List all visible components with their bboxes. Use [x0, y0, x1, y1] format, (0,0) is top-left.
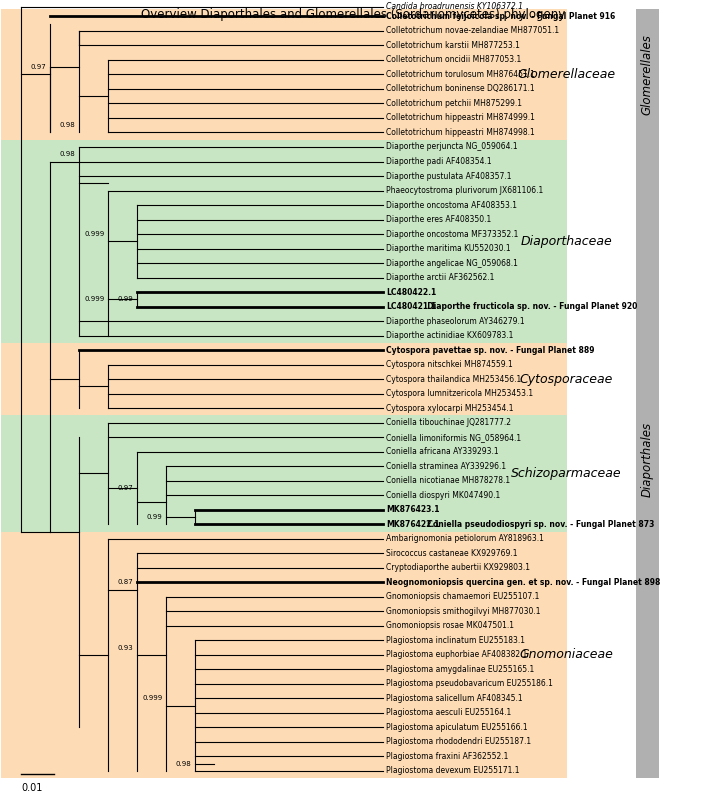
FancyBboxPatch shape [636, 10, 659, 140]
Text: Gnomoniopsis chamaemori EU255107.1: Gnomoniopsis chamaemori EU255107.1 [386, 592, 539, 601]
Text: Candida broadrunensis KY106372.1: Candida broadrunensis KY106372.1 [386, 2, 523, 11]
Text: Plagiostoma apiculatum EU255166.1: Plagiostoma apiculatum EU255166.1 [386, 723, 527, 732]
Text: MK876423.1: MK876423.1 [386, 505, 439, 514]
Text: Colletotrichum feijoicola sp. nov. - Fungal Planet 916: Colletotrichum feijoicola sp. nov. - Fun… [386, 12, 615, 21]
Text: Colletotrichum hippeastri MH874998.1: Colletotrichum hippeastri MH874998.1 [386, 128, 534, 137]
Text: Diaporthe oncostoma AF408353.1: Diaporthe oncostoma AF408353.1 [386, 201, 517, 209]
Text: Diaporthales: Diaporthales [641, 421, 653, 496]
Text: Plagiostoma pseudobavaricum EU255186.1: Plagiostoma pseudobavaricum EU255186.1 [386, 680, 553, 688]
Text: Neognomoniopsis quercina gen. et sp. nov. - Fungal Planet 898: Neognomoniopsis quercina gen. et sp. nov… [386, 578, 660, 587]
Text: Coniella straminea AY339296.1: Coniella straminea AY339296.1 [386, 462, 506, 471]
Text: Plagiostoma fraxini AF362552.1: Plagiostoma fraxini AF362552.1 [386, 752, 508, 761]
Text: Diaporthe pustulata AF408357.1: Diaporthe pustulata AF408357.1 [386, 171, 511, 181]
Text: Phaeocytostroma plurivorum JX681106.1: Phaeocytostroma plurivorum JX681106.1 [386, 186, 543, 195]
Text: Plagiostoma inclinatum EU255183.1: Plagiostoma inclinatum EU255183.1 [386, 636, 525, 645]
FancyBboxPatch shape [1, 416, 566, 531]
Text: Plagiostoma devexum EU255171.1: Plagiostoma devexum EU255171.1 [386, 766, 520, 776]
Text: Diaporthe maritima KU552030.1: Diaporthe maritima KU552030.1 [386, 244, 510, 253]
Text: Diaporthe padi AF408354.1: Diaporthe padi AF408354.1 [386, 157, 491, 166]
Text: Cytospora xylocarpi MH253454.1: Cytospora xylocarpi MH253454.1 [386, 404, 513, 412]
Text: Cytospora lumnitzericola MH253453.1: Cytospora lumnitzericola MH253453.1 [386, 389, 533, 398]
Text: 0.97: 0.97 [118, 485, 134, 491]
Text: Schizoparmaceae: Schizoparmaceae [511, 467, 622, 480]
Text: Cryptodiaporthe aubertii KX929803.1: Cryptodiaporthe aubertii KX929803.1 [386, 563, 530, 573]
Text: LC480421.1: LC480421.1 [386, 302, 436, 311]
Text: Cytospora nitschkei MH874559.1: Cytospora nitschkei MH874559.1 [386, 360, 513, 370]
Text: Coniella limoniformis NG_058964.1: Coniella limoniformis NG_058964.1 [386, 433, 521, 442]
FancyBboxPatch shape [1, 10, 566, 140]
Text: Overview Diaporthales and Glomerellales (Sordariomycetes) phylogeny: Overview Diaporthales and Glomerellales … [141, 8, 566, 21]
Text: Sirococcus castaneae KX929769.1: Sirococcus castaneae KX929769.1 [386, 549, 518, 557]
Text: 0.98: 0.98 [60, 151, 76, 157]
Text: 0.98: 0.98 [175, 760, 192, 767]
Text: 0.999: 0.999 [84, 231, 105, 237]
Text: Cytospora pavettae sp. nov. - Fungal Planet 889: Cytospora pavettae sp. nov. - Fungal Pla… [386, 346, 595, 354]
Text: Coniella pseudodiospyri sp. nov. - Fungal Planet 873: Coniella pseudodiospyri sp. nov. - Funga… [422, 519, 655, 529]
Text: Colletotrichum novae-zelandiae MH877051.1: Colletotrichum novae-zelandiae MH877051.… [386, 26, 559, 36]
Text: Diaporthe arctii AF362562.1: Diaporthe arctii AF362562.1 [386, 273, 494, 282]
Text: 0.93: 0.93 [118, 645, 134, 650]
Text: Colletotrichum hippeastri MH874999.1: Colletotrichum hippeastri MH874999.1 [386, 113, 534, 122]
Text: Plagiostoma salicellum AF408345.1: Plagiostoma salicellum AF408345.1 [386, 694, 522, 703]
FancyBboxPatch shape [1, 531, 566, 778]
FancyBboxPatch shape [1, 140, 566, 343]
Text: 0.98: 0.98 [60, 122, 76, 128]
Text: Colletotrichum oncidii MH877053.1: Colletotrichum oncidii MH877053.1 [386, 56, 521, 64]
Text: Colletotrichum karstii MH877253.1: Colletotrichum karstii MH877253.1 [386, 41, 520, 50]
Text: Diaporthaceae: Diaporthaceae [521, 235, 612, 247]
Text: Cytosporaceae: Cytosporaceae [520, 373, 613, 385]
Text: Diaporthe actinidiae KX609783.1: Diaporthe actinidiae KX609783.1 [386, 331, 513, 340]
Text: 0.87: 0.87 [118, 580, 134, 585]
Text: Ambarignomonia petiolorum AY818963.1: Ambarignomonia petiolorum AY818963.1 [386, 534, 544, 543]
Text: Gnomoniopsis smithogilvyi MH877030.1: Gnomoniopsis smithogilvyi MH877030.1 [386, 607, 540, 616]
Text: Plagiostoma aesculi EU255164.1: Plagiostoma aesculi EU255164.1 [386, 708, 511, 718]
Text: Glomerellaceae: Glomerellaceae [518, 68, 616, 81]
Text: Diaporthe oncostoma MF373352.1: Diaporthe oncostoma MF373352.1 [386, 229, 518, 239]
Text: 0.999: 0.999 [84, 297, 105, 302]
Text: 0.99: 0.99 [118, 297, 134, 302]
Text: Diaporthe angelicae NG_059068.1: Diaporthe angelicae NG_059068.1 [386, 259, 518, 267]
Text: Gnomoniopsis rosae MK047501.1: Gnomoniopsis rosae MK047501.1 [386, 622, 514, 630]
Text: Diaporthe eres AF408350.1: Diaporthe eres AF408350.1 [386, 215, 491, 224]
Text: Glomerellales: Glomerellales [641, 34, 653, 115]
Text: 0.01: 0.01 [21, 783, 42, 792]
Text: 0.999: 0.999 [142, 695, 163, 701]
Text: Gnomoniaceae: Gnomoniaceae [520, 649, 614, 661]
Text: Coniella africana AY339293.1: Coniella africana AY339293.1 [386, 447, 498, 456]
Text: Diaporthe phaseolorum AY346279.1: Diaporthe phaseolorum AY346279.1 [386, 316, 525, 326]
Text: Coniella nicotianae MH878278.1: Coniella nicotianae MH878278.1 [386, 477, 510, 485]
FancyBboxPatch shape [636, 140, 659, 778]
Text: 0.99: 0.99 [146, 514, 163, 520]
Text: 0.97: 0.97 [31, 64, 47, 71]
Text: LC480422.1: LC480422.1 [386, 288, 436, 297]
Text: Colletotrichum petchii MH875299.1: Colletotrichum petchii MH875299.1 [386, 99, 522, 108]
Text: Plagiostoma amygdalinae EU255165.1: Plagiostoma amygdalinae EU255165.1 [386, 665, 534, 674]
Text: Cytospora thailandica MH253456.1: Cytospora thailandica MH253456.1 [386, 374, 521, 384]
Text: Colletotrichum torulosum MH876451.1: Colletotrichum torulosum MH876451.1 [386, 70, 534, 79]
FancyBboxPatch shape [1, 343, 566, 416]
Text: Colletotrichum boninense DQ286171.1: Colletotrichum boninense DQ286171.1 [386, 85, 534, 94]
Text: Coniella diospyri MK047490.1: Coniella diospyri MK047490.1 [386, 491, 500, 500]
Text: MK876422.1: MK876422.1 [386, 519, 439, 529]
Text: Diaporthe fructicola sp. nov. - Fungal Planet 920: Diaporthe fructicola sp. nov. - Fungal P… [422, 302, 638, 311]
Text: Diaporthe perjuncta NG_059064.1: Diaporthe perjuncta NG_059064.1 [386, 143, 518, 151]
Text: Coniella tibouchinae JQ281777.2: Coniella tibouchinae JQ281777.2 [386, 418, 511, 427]
Text: Plagiostoma rhododendri EU255187.1: Plagiostoma rhododendri EU255187.1 [386, 737, 531, 746]
Text: Plagiostoma euphorbiae AF408382.1: Plagiostoma euphorbiae AF408382.1 [386, 650, 527, 659]
